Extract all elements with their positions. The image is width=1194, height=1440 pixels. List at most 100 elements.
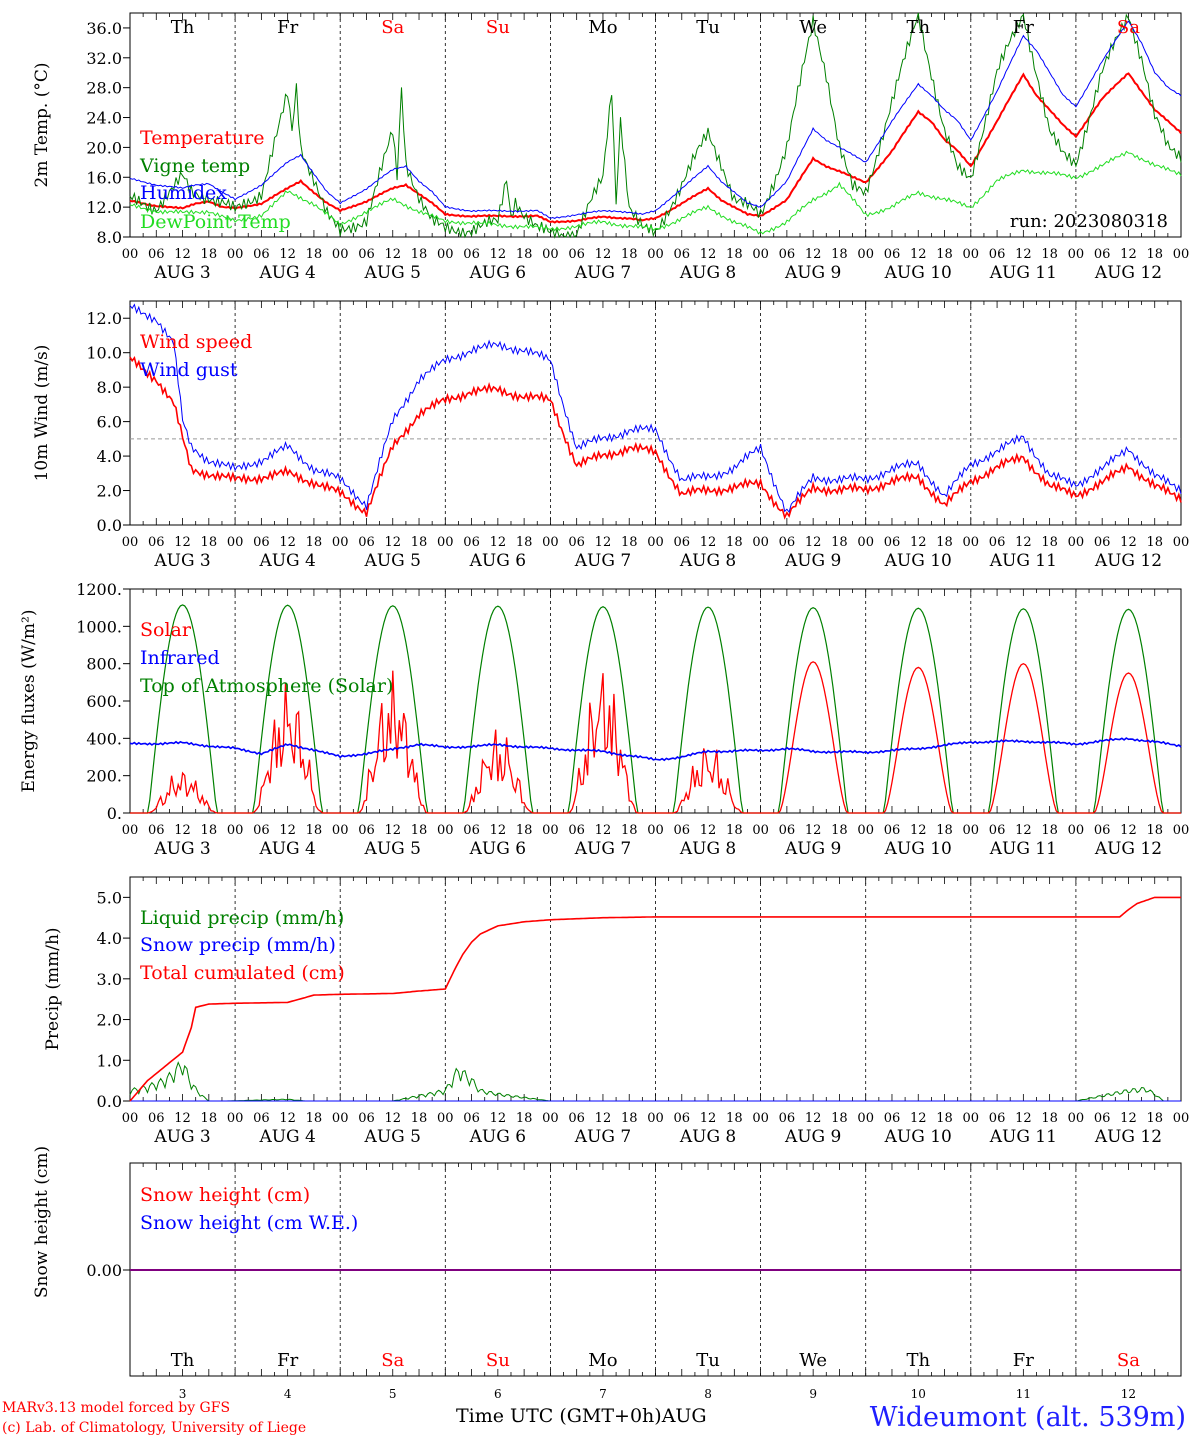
weekday-label: Mo <box>588 1350 617 1371</box>
hour-tick-label: 12 <box>490 535 507 550</box>
hour-tick-label: 06 <box>358 823 375 838</box>
hour-tick-label: 00 <box>227 823 244 838</box>
y-tick-label: 0.0 <box>97 516 122 535</box>
y-tick-label: 1.0 <box>97 1051 122 1070</box>
legend-entry: Vigne temp <box>139 155 250 177</box>
hour-tick-label: 06 <box>989 535 1006 550</box>
date-label: AUG 10 <box>884 839 952 859</box>
day-number-label: 10 <box>911 1387 926 1401</box>
date-label: AUG 4 <box>258 263 315 283</box>
lab-credit: (c) Lab. of Climatology, University of L… <box>2 1420 307 1436</box>
hour-tick-label: 06 <box>884 823 901 838</box>
hour-tick-label: 00 <box>542 535 559 550</box>
infrared-line <box>129 737 1182 762</box>
hour-tick-label: 18 <box>411 247 428 262</box>
date-label: AUG 8 <box>679 263 736 283</box>
date-label: AUG 10 <box>884 263 952 283</box>
hour-tick-label: 12 <box>174 823 191 838</box>
legend-entry: Wind speed <box>140 331 252 353</box>
hour-tick-label: 18 <box>831 535 848 550</box>
hour-tick-label: 00 <box>437 247 454 262</box>
date-label: AUG 12 <box>1094 263 1162 283</box>
y-tick-label: 1200. <box>76 580 122 599</box>
temperature-series-line <box>129 12 1182 239</box>
hour-tick-label: 06 <box>1094 535 1111 550</box>
hour-tick-label: 06 <box>253 247 270 262</box>
y-axis-label: Snow height (cm) <box>32 1146 52 1298</box>
hour-tick-label: 00 <box>1173 535 1190 550</box>
weekday-label: We <box>799 17 827 38</box>
date-label: AUG 3 <box>153 1127 210 1147</box>
hour-tick-label: 00 <box>1068 823 1085 838</box>
weekday-label: Sa <box>1117 1350 1140 1371</box>
weekday-label: Th <box>171 17 195 38</box>
hour-tick-label: 12 <box>279 1111 296 1126</box>
hour-tick-label: 06 <box>674 823 691 838</box>
hour-tick-label: 12 <box>910 823 927 838</box>
hour-tick-label: 12 <box>174 247 191 262</box>
hour-tick-label: 18 <box>1041 247 1058 262</box>
hour-tick-label: 12 <box>805 247 822 262</box>
date-label: AUG 11 <box>989 839 1057 859</box>
hour-tick-label: 00 <box>227 247 244 262</box>
hour-tick-label: 06 <box>989 247 1006 262</box>
date-label: AUG 9 <box>784 551 841 571</box>
hour-tick-label: 12 <box>1015 823 1032 838</box>
hour-tick-label: 06 <box>1094 1111 1111 1126</box>
hour-tick-label: 00 <box>1068 247 1085 262</box>
weekday-label: Fr <box>277 17 298 38</box>
weekday-label: Th <box>906 17 930 38</box>
date-label: AUG 4 <box>258 839 315 859</box>
y-tick-label: 200. <box>86 767 122 786</box>
hour-tick-label: 06 <box>674 247 691 262</box>
legend-entry: Snow precip (mm/h) <box>140 934 336 956</box>
hour-tick-label: 12 <box>279 535 296 550</box>
hour-tick-label: 18 <box>516 1111 533 1126</box>
date-label: AUG 9 <box>784 263 841 283</box>
plot-frame <box>129 12 1182 238</box>
hour-tick-label: 06 <box>1094 247 1111 262</box>
hour-tick-label: 18 <box>306 823 323 838</box>
hour-tick-label: 18 <box>621 247 638 262</box>
hour-tick-label: 18 <box>621 535 638 550</box>
run-annotation: run: 2023080318 <box>1010 211 1168 232</box>
solar-line <box>130 661 1181 814</box>
y-tick-label: 5.0 <box>97 888 122 907</box>
hour-tick-label: 18 <box>726 823 743 838</box>
hour-tick-label: 12 <box>384 247 401 262</box>
hour-tick-label: 00 <box>332 247 349 262</box>
y-tick-label: 4.0 <box>97 447 122 466</box>
hour-tick-label: 18 <box>831 247 848 262</box>
hour-tick-label: 00 <box>857 247 874 262</box>
y-tick-label: 0.00 <box>86 1261 122 1280</box>
legend-entry: Infrared <box>140 647 220 669</box>
day-number-label: 9 <box>809 1387 817 1401</box>
y-tick-label: 2.0 <box>97 482 122 501</box>
y-tick-label: 36.0 <box>86 19 122 38</box>
date-label: AUG 5 <box>364 263 421 283</box>
date-label: AUG 9 <box>784 1127 841 1147</box>
hour-tick-label: 18 <box>1146 823 1163 838</box>
hour-tick-label: 06 <box>358 1111 375 1126</box>
date-label: AUG 3 <box>153 551 210 571</box>
hour-tick-label: 12 <box>1120 823 1137 838</box>
hour-tick-label: 18 <box>201 1111 218 1126</box>
hour-tick-label: 00 <box>437 535 454 550</box>
hour-tick-label: 12 <box>595 1111 612 1126</box>
hour-tick-label: 18 <box>831 1111 848 1126</box>
hour-tick-label: 18 <box>1146 247 1163 262</box>
hour-tick-label: 06 <box>779 1111 796 1126</box>
hour-tick-label: 18 <box>201 247 218 262</box>
hour-tick-label: 00 <box>332 823 349 838</box>
hour-tick-label: 18 <box>936 823 953 838</box>
hour-tick-label: 18 <box>306 535 323 550</box>
hour-tick-label: 18 <box>411 823 428 838</box>
hour-tick-label: 06 <box>568 247 585 262</box>
day-number-label: 12 <box>1121 1387 1136 1401</box>
station-name: Wideumont (alt. 539m) <box>869 1402 1186 1433</box>
hour-tick-label: 12 <box>700 535 717 550</box>
hour-tick-label: 12 <box>384 823 401 838</box>
date-label: AUG 7 <box>574 263 631 283</box>
hour-tick-label: 00 <box>963 247 980 262</box>
hour-tick-label: 00 <box>1173 247 1190 262</box>
